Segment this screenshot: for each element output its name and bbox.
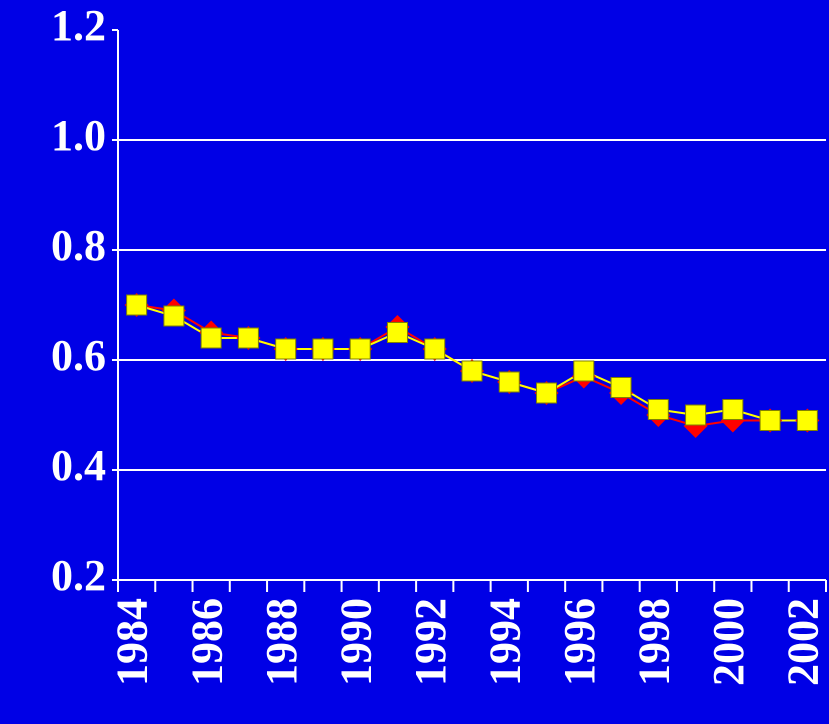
point-marker	[126, 294, 148, 316]
point-marker	[237, 327, 259, 349]
x-tick-label: 1988	[257, 598, 306, 686]
y-tick-label: 1.0	[51, 111, 106, 160]
point-marker	[386, 322, 408, 343]
x-tick-label: 2000	[704, 598, 753, 686]
point-marker	[349, 338, 371, 360]
x-tick-label: 1986	[182, 598, 231, 686]
y-tick-label: 0.8	[51, 221, 106, 270]
point-marker	[498, 371, 520, 393]
y-tick-label: 1.2	[51, 1, 106, 50]
y-tick-label: 0.2	[51, 551, 106, 600]
x-tick-label: 2002	[778, 598, 827, 686]
x-tick-label: 1998	[629, 598, 678, 686]
point-marker	[610, 377, 632, 398]
point-marker	[312, 338, 334, 360]
point-marker	[461, 360, 483, 382]
point-marker	[685, 404, 707, 426]
point-marker	[163, 305, 185, 327]
point-marker	[759, 410, 781, 431]
point-marker	[275, 338, 297, 360]
point-marker	[796, 410, 818, 431]
point-marker	[722, 399, 744, 420]
x-tick-label: 1990	[331, 598, 380, 686]
y-tick-label: 0.6	[51, 331, 106, 380]
point-marker	[647, 399, 669, 420]
x-tick-label: 1996	[555, 598, 604, 686]
x-tick-label: 1992	[406, 598, 455, 686]
point-marker	[424, 338, 446, 360]
y-tick-label: 0.4	[51, 441, 106, 490]
point-marker	[200, 327, 222, 349]
x-tick-label: 1984	[108, 598, 157, 686]
point-marker	[536, 382, 558, 404]
point-marker	[573, 360, 595, 382]
x-tick-label: 1994	[480, 598, 529, 686]
